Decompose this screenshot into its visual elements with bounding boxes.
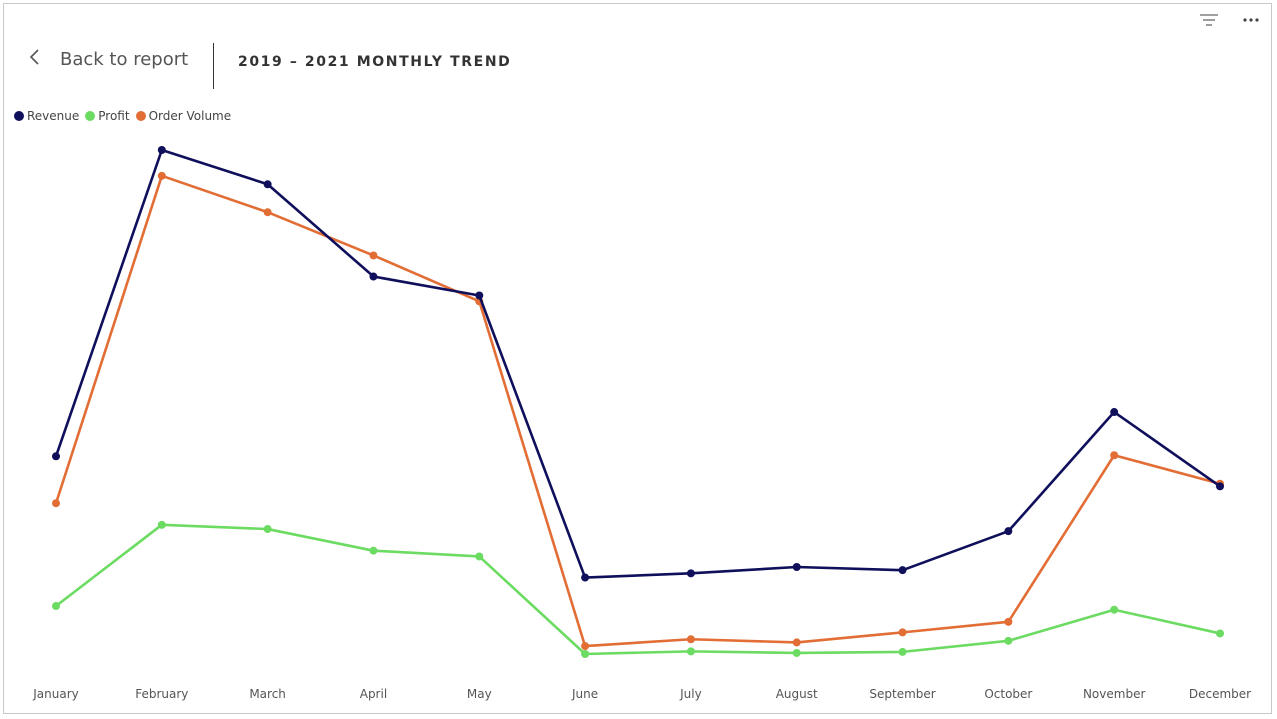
x-tick-label-june: June (571, 687, 598, 701)
back-to-report-label: Back to report (60, 48, 189, 70)
legend-item-order-volume[interactable]: Order Volume (135, 109, 232, 123)
x-tick-label-march: March (249, 687, 286, 701)
data-point-profit-october[interactable] (1004, 636, 1013, 645)
filter-icon[interactable] (1199, 10, 1219, 30)
data-point-profit-january[interactable] (52, 602, 60, 611)
data-point-revenue-february[interactable] (157, 146, 166, 154)
legend-label-profit: Profit (98, 109, 130, 123)
data-point-revenue-june[interactable] (581, 573, 590, 582)
data-point-order-volume-february[interactable] (157, 171, 166, 180)
data-point-order-volume-june[interactable] (581, 642, 590, 651)
data-point-revenue-december[interactable] (1216, 482, 1224, 491)
data-point-revenue-march[interactable] (263, 180, 272, 189)
data-point-revenue-july[interactable] (686, 569, 695, 578)
data-point-profit-june[interactable] (581, 650, 590, 658)
data-point-order-volume-september[interactable] (898, 628, 907, 637)
visual-frame (3, 3, 1272, 714)
data-point-profit-may[interactable] (475, 552, 484, 561)
data-point-order-volume-january[interactable] (52, 499, 60, 508)
data-point-revenue-may[interactable] (475, 291, 484, 300)
data-point-profit-august[interactable] (792, 648, 801, 657)
data-point-profit-march[interactable] (263, 525, 272, 534)
legend-dot-revenue (14, 111, 24, 121)
data-point-profit-april[interactable] (369, 546, 378, 555)
series-line-revenue (54, 148, 1221, 579)
data-point-order-volume-october[interactable] (1004, 617, 1013, 626)
data-point-order-volume-july[interactable] (686, 635, 695, 644)
visual-header-icons (1199, 10, 1261, 30)
x-tick-label-december: December (1189, 687, 1251, 701)
data-point-revenue-september[interactable] (898, 566, 907, 575)
legend-dot-order-volume (135, 111, 146, 121)
data-point-profit-december[interactable] (1216, 629, 1224, 638)
data-point-order-volume-august[interactable] (792, 638, 801, 647)
x-tick-label-october: October (984, 687, 1032, 701)
x-tick-label-april: April (360, 687, 387, 701)
data-point-order-volume-november[interactable] (1110, 451, 1119, 460)
x-tick-label-february: February (135, 687, 188, 701)
data-point-order-volume-march[interactable] (263, 208, 272, 217)
more-options-icon[interactable] (1241, 10, 1261, 30)
data-point-profit-february[interactable] (157, 520, 166, 529)
chevron-left-icon (28, 48, 42, 70)
x-tick-label-january: January (32, 687, 79, 701)
legend-label-revenue: Revenue (27, 109, 80, 123)
data-point-revenue-january[interactable] (52, 452, 60, 461)
back-to-report-button[interactable]: Back to report (28, 48, 188, 70)
x-tick-label-august: August (776, 687, 818, 701)
legend-label-order-volume: Order Volume (148, 109, 232, 123)
legend-item-revenue[interactable]: Revenue (14, 109, 79, 123)
x-tick-label-november: November (1083, 687, 1145, 701)
data-point-profit-september[interactable] (898, 647, 907, 656)
series-line-order-volume (54, 174, 1221, 648)
data-point-order-volume-april[interactable] (369, 251, 378, 260)
legend-dot-profit (85, 111, 96, 121)
data-point-revenue-october[interactable] (1004, 527, 1013, 536)
x-tick-label-may: May (467, 687, 492, 701)
data-point-profit-july[interactable] (686, 647, 695, 656)
page-title: 2019 – 2021 MONTHLY TREND (238, 54, 512, 70)
header-divider (213, 43, 214, 89)
data-point-revenue-august[interactable] (792, 563, 801, 572)
x-tick-label-july: July (679, 687, 702, 701)
data-point-revenue-november[interactable] (1110, 408, 1119, 417)
chart-legend: Revenue Profit Order Volume (14, 109, 231, 123)
series-line-profit (55, 523, 1221, 656)
x-tick-label-september: September (869, 687, 935, 701)
data-point-revenue-april[interactable] (369, 272, 378, 281)
data-point-profit-november[interactable] (1110, 605, 1119, 614)
legend-item-profit[interactable]: Profit (85, 109, 130, 123)
